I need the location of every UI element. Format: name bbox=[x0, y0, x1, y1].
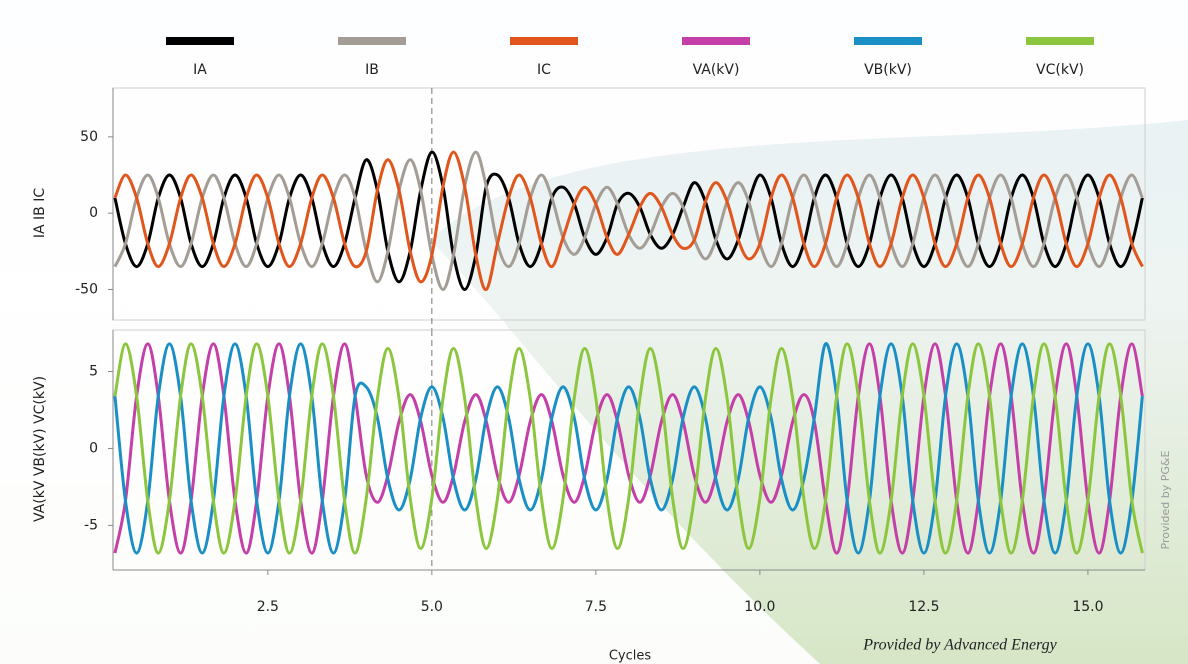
x-tick-label: 7.5 bbox=[585, 599, 607, 615]
y-tick-label: 0 bbox=[89, 205, 98, 221]
series-line bbox=[113, 342, 1144, 555]
y-axis-label: VA(kV VB(kV) VC(kV) bbox=[32, 376, 48, 522]
legend-swatch bbox=[338, 37, 406, 45]
credit: Provided by Advanced Energy bbox=[862, 637, 1057, 654]
credit: Provided by PG&E bbox=[1159, 450, 1172, 549]
legend-swatch bbox=[166, 37, 234, 45]
legend-swatch bbox=[854, 37, 922, 45]
y-tick-label: -5 bbox=[84, 517, 98, 533]
series-line bbox=[113, 150, 1144, 291]
y-tick-label: 0 bbox=[89, 440, 98, 456]
y-axis-label: IA IB IC bbox=[32, 188, 48, 238]
legend-swatch bbox=[510, 37, 578, 45]
x-tick-label: 12.5 bbox=[908, 599, 939, 615]
legend-label: VB(kV) bbox=[864, 62, 912, 78]
x-tick-label: 2.5 bbox=[257, 599, 279, 615]
legend-label: IC bbox=[537, 62, 551, 78]
legend-swatch bbox=[682, 37, 750, 45]
legend-label: VC(kV) bbox=[1036, 62, 1084, 78]
legend-label: IA bbox=[193, 62, 207, 78]
x-tick-label: 10.0 bbox=[744, 599, 775, 615]
legend-swatch bbox=[1026, 37, 1094, 45]
x-tick-label: 5.0 bbox=[421, 599, 443, 615]
y-tick-label: 5 bbox=[89, 364, 98, 380]
y-tick-label: 50 bbox=[80, 129, 98, 145]
y-tick-label: -50 bbox=[75, 281, 98, 297]
x-axis-label: Cycles bbox=[609, 649, 652, 664]
x-tick-label: 15.0 bbox=[1072, 599, 1103, 615]
series-line bbox=[113, 150, 1144, 291]
legend-label: IB bbox=[365, 62, 379, 78]
legend-label: VA(kV) bbox=[693, 62, 740, 78]
